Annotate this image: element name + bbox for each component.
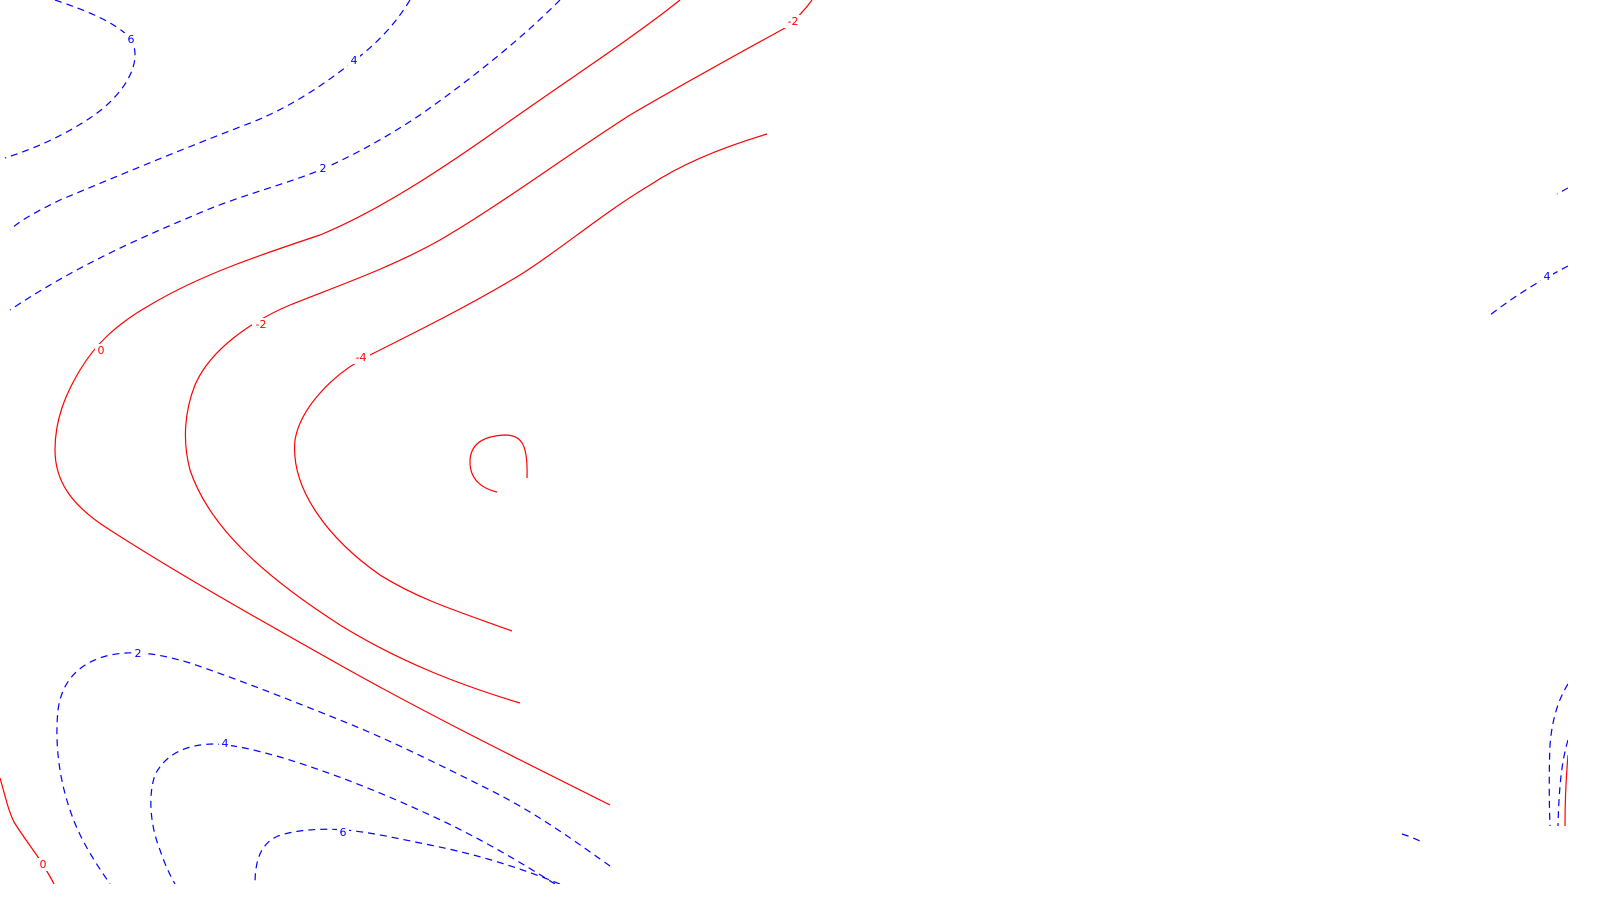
contour-pos-4-right — [1489, 265, 1568, 316]
contour-pos-6-top — [4, 0, 136, 159]
contour-pos-4-bottom — [150, 743, 556, 884]
contour-neg-right-bottom — [1564, 754, 1568, 827]
contour-neg2 — [184, 0, 813, 704]
label-neg2-top: -2 — [788, 15, 799, 28]
contour-pos-right-bottom-outer — [1548, 683, 1568, 827]
contour-pos-2-bottom — [56, 652, 611, 884]
contour-pos-fragment-bottom — [1401, 833, 1423, 843]
label-group: 6 4 2 0 -2 -4 -2 4 2 4 6 0 — [37, 15, 1553, 871]
label-zero-left: 0 — [98, 344, 105, 357]
contour-pos-4-top — [9, 0, 411, 231]
label-6-bottom: 6 — [340, 826, 347, 839]
label-neg4-left: -4 — [356, 351, 367, 364]
contour-pos-6-bottom — [254, 828, 561, 884]
label-4-top: 4 — [351, 54, 358, 67]
contour-zero-bottom — [0, 777, 55, 884]
plot-background — [0, 0, 1568, 884]
label-4-bottom: 4 — [222, 737, 229, 750]
label-2-bottom: 2 — [135, 647, 142, 660]
label-4-right: 4 — [1544, 270, 1551, 283]
label-6-top: 6 — [128, 33, 135, 46]
label-zero-bottom: 0 — [40, 858, 47, 871]
contour-neg-closed — [469, 434, 528, 493]
contour-zero — [54, 0, 681, 806]
contour-plot: 6 4 2 0 -2 -4 -2 4 2 4 6 0 — [0, 0, 1568, 884]
label-2-top: 2 — [320, 162, 327, 175]
label-neg2-left: -2 — [256, 318, 267, 331]
contour-pos-right-top — [1556, 187, 1568, 195]
contour-pos-right-bottom-inner — [1557, 739, 1568, 827]
